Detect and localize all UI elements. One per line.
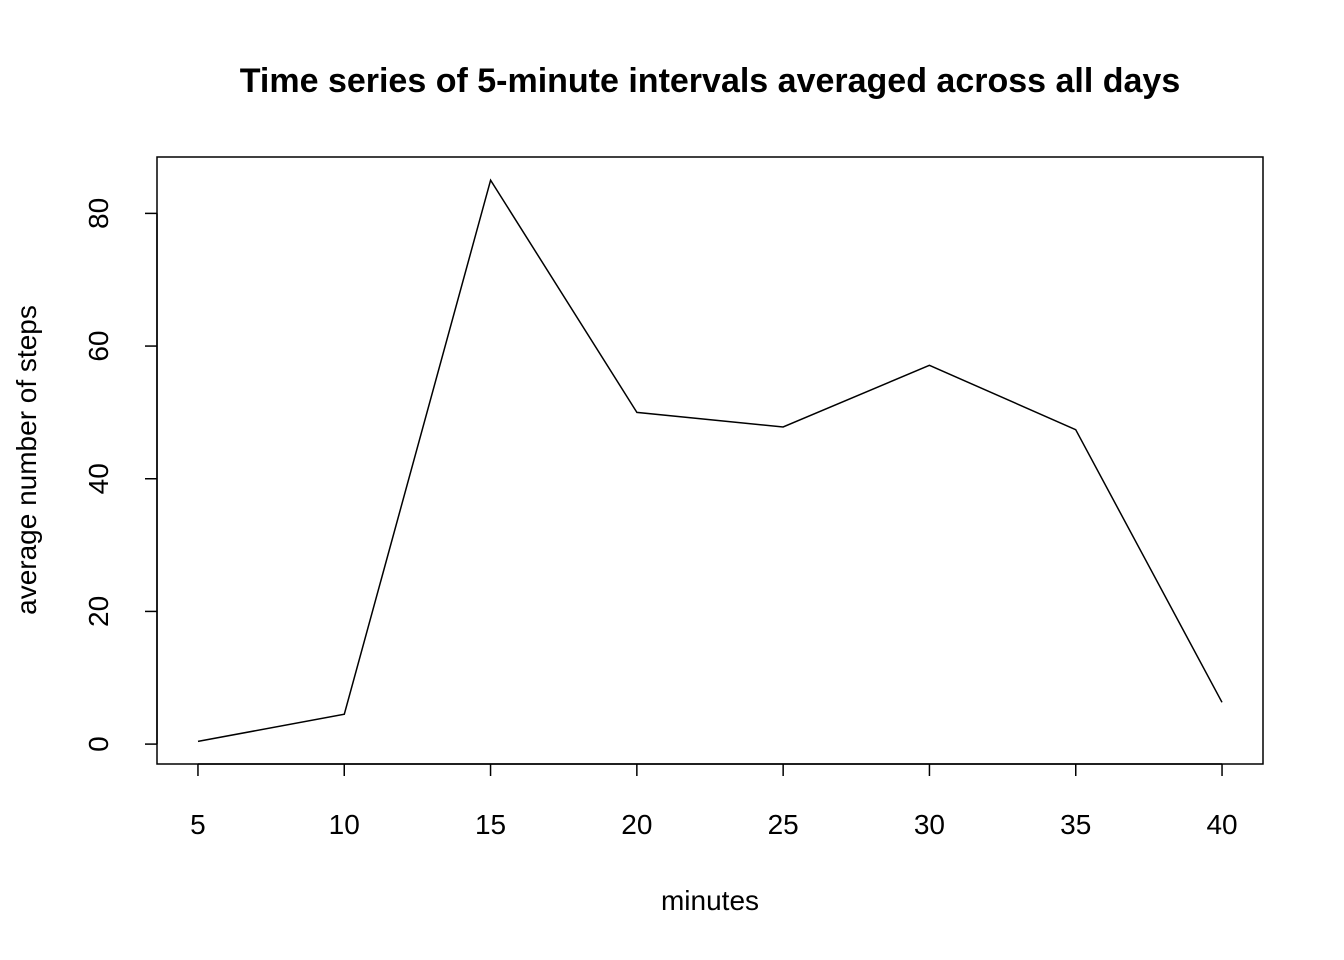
y-axis-label: average number of steps (11, 305, 42, 615)
y-axis: 0 20 40 60 80 (83, 198, 158, 752)
x-tick-label: 15 (475, 809, 506, 840)
series-line (197, 178, 1223, 743)
y-tick-label: 20 (83, 596, 114, 627)
x-tick-label: 10 (329, 809, 360, 840)
y-tick-label: 40 (83, 463, 114, 494)
x-tick-label: 25 (768, 809, 799, 840)
chart-title: Time series of 5-minute intervals averag… (240, 62, 1181, 100)
y-tick-label: 60 (83, 330, 114, 361)
y-tick-label: 80 (83, 198, 114, 229)
x-tick-label: 40 (1206, 809, 1237, 840)
x-tick-label: 30 (914, 809, 945, 840)
series-layer (197, 178, 1223, 743)
x-tick-label: 20 (621, 809, 652, 840)
x-tick-label: 35 (1060, 809, 1091, 840)
x-axis-label: minutes (661, 885, 759, 916)
y-tick-label: 0 (83, 736, 114, 752)
x-tick-label: 5 (190, 809, 206, 840)
plot-frame (156, 156, 1264, 765)
x-axis: 5 10 15 20 25 30 35 40 (190, 763, 1238, 840)
